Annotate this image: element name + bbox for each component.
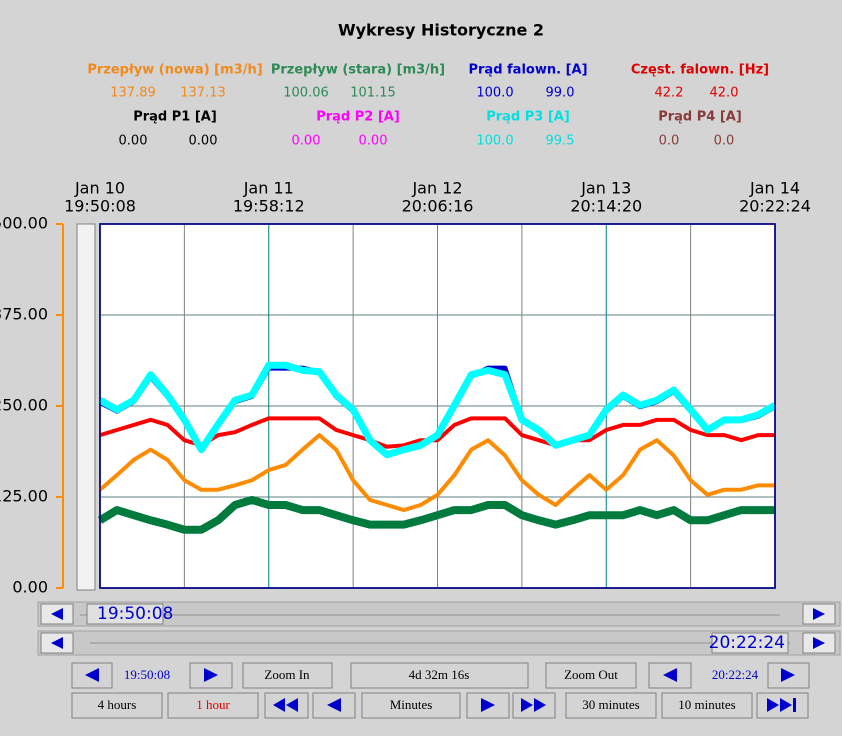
x-tick-label: 20:22:24 xyxy=(739,197,811,216)
four-hours-label: 4 hours xyxy=(98,697,137,712)
legend-readout: 42.2 xyxy=(655,86,684,101)
legend-readout: 100.06 xyxy=(283,86,329,101)
arrow-right-icon xyxy=(767,698,779,712)
arrow-right-icon xyxy=(781,668,795,682)
legend-name: Prąd P3 [A] xyxy=(486,110,570,125)
legend-name: Częst. falown. [Hz] xyxy=(631,63,769,78)
scroll-thumb[interactable] xyxy=(86,603,164,625)
scrollbar-start: 19:50:08 xyxy=(37,601,841,627)
arrow-right-icon xyxy=(481,698,495,712)
one-hour-button[interactable] xyxy=(167,692,259,719)
start-time: 19:50:08 xyxy=(124,667,170,682)
arrow-right-icon xyxy=(204,668,218,682)
thirty-minutes-label: 30 minutes xyxy=(582,697,639,712)
x-tick-label: 19:58:12 xyxy=(233,197,305,216)
legend-readout: 137.13 xyxy=(180,86,226,101)
button-row-1: 19:50:08 Zoom In 4d 32m 16s Zoom Out 20:… xyxy=(71,662,810,689)
legend-name: Prąd P1 [A] xyxy=(133,110,217,125)
series-line xyxy=(98,433,775,513)
legend-readout: 101.15 xyxy=(350,86,396,101)
y-tick-label: 0.00 xyxy=(12,578,48,597)
scroll-end-time: 20:22:24 xyxy=(709,633,785,653)
x-tick-label: 20:14:20 xyxy=(570,197,642,216)
legend-readout: 0.00 xyxy=(359,134,388,149)
arrow-right-icon xyxy=(534,698,546,712)
thirty-minutes-button[interactable] xyxy=(565,692,657,719)
legend-readout: 100.0 xyxy=(476,134,513,149)
ten-minutes-label: 10 minutes xyxy=(678,697,735,712)
end-time: 20:22:24 xyxy=(712,667,759,682)
arrow-right-icon xyxy=(780,698,792,712)
scroll-thumb[interactable] xyxy=(711,632,789,654)
zoom-out-label: Zoom Out xyxy=(564,667,618,682)
span-label: 4d 32m 16s xyxy=(409,667,470,682)
x-tick-label: 19:50:08 xyxy=(64,197,136,216)
y-tick-label: 375.00 xyxy=(0,305,48,324)
scrollbar-end: 20:22:24 xyxy=(37,630,841,656)
legend-name: Przepływ (nowa) [m3/h] xyxy=(87,63,262,78)
arrow-left-icon xyxy=(663,668,677,682)
legend-readout: 0.00 xyxy=(189,134,218,149)
arrow-left-icon xyxy=(286,698,298,712)
legend-readout: 99.5 xyxy=(546,134,575,149)
arrow-left-icon xyxy=(273,698,285,712)
button-row-2: 4 hours 1 hour Minutes 30 minutes 10 min… xyxy=(71,692,809,719)
four-hours-button[interactable] xyxy=(71,692,163,719)
legend-name: Prąd P4 [A] xyxy=(658,110,742,125)
y-tick-label: 250.00 xyxy=(0,396,48,415)
scroll-start-time: 19:50:08 xyxy=(97,604,173,624)
x-tick-label: Jan 13 xyxy=(580,179,631,198)
unit-button[interactable] xyxy=(361,692,461,719)
fast-back-button[interactable] xyxy=(264,692,309,719)
arrow-right-icon xyxy=(813,637,825,649)
span-field xyxy=(350,662,529,689)
x-tick-label: Jan 10 xyxy=(74,179,125,198)
legend-readout: 0.0 xyxy=(714,134,735,149)
one-hour-label: 1 hour xyxy=(196,697,230,712)
series-line xyxy=(98,361,777,459)
legend-readout: 0.00 xyxy=(119,134,148,149)
zoom-in-label: Zoom In xyxy=(264,667,310,682)
legend-readout: 137.89 xyxy=(110,86,156,101)
y-tick-label: 500.00 xyxy=(0,214,48,233)
legend-name: Przepływ (stara) [m3/h] xyxy=(271,63,445,78)
legend-readout: 100.0 xyxy=(476,86,513,101)
plot-border xyxy=(99,223,776,589)
arrow-left-icon xyxy=(85,668,99,682)
zoom-out-button[interactable] xyxy=(545,662,637,689)
x-tick-label: Jan 11 xyxy=(243,179,294,198)
legend-name: Prąd P2 [A] xyxy=(316,110,400,125)
end-bar-icon xyxy=(793,698,796,712)
legend-name: Prąd falown. [A] xyxy=(468,63,587,78)
legend-readout: 99.0 xyxy=(546,86,575,101)
arrow-right-icon xyxy=(813,608,825,620)
arrow-right-icon xyxy=(521,698,533,712)
back-button[interactable] xyxy=(312,692,356,719)
x-tick-label: Jan 12 xyxy=(411,179,462,198)
x-tick-label: 20:06:16 xyxy=(402,197,474,216)
ten-minutes-button[interactable] xyxy=(661,692,753,719)
y-tick-label: 125.00 xyxy=(0,487,48,506)
legend-readout: 0.0 xyxy=(659,134,680,149)
scroll-track xyxy=(37,601,841,627)
arrow-left-icon xyxy=(51,608,63,620)
series-line xyxy=(97,495,775,534)
legend-readout: 0.00 xyxy=(292,134,321,149)
chart-title: Wykresy Historyczne 2 xyxy=(338,21,544,40)
arrow-left-icon xyxy=(51,637,63,649)
legend-readout: 42.0 xyxy=(710,86,739,101)
vertical-scrollbar[interactable] xyxy=(76,223,96,591)
x-tick-label: Jan 14 xyxy=(749,179,800,198)
unit-label: Minutes xyxy=(390,697,433,712)
zoom-in-button[interactable] xyxy=(242,662,333,689)
arrow-left-icon xyxy=(327,698,341,712)
